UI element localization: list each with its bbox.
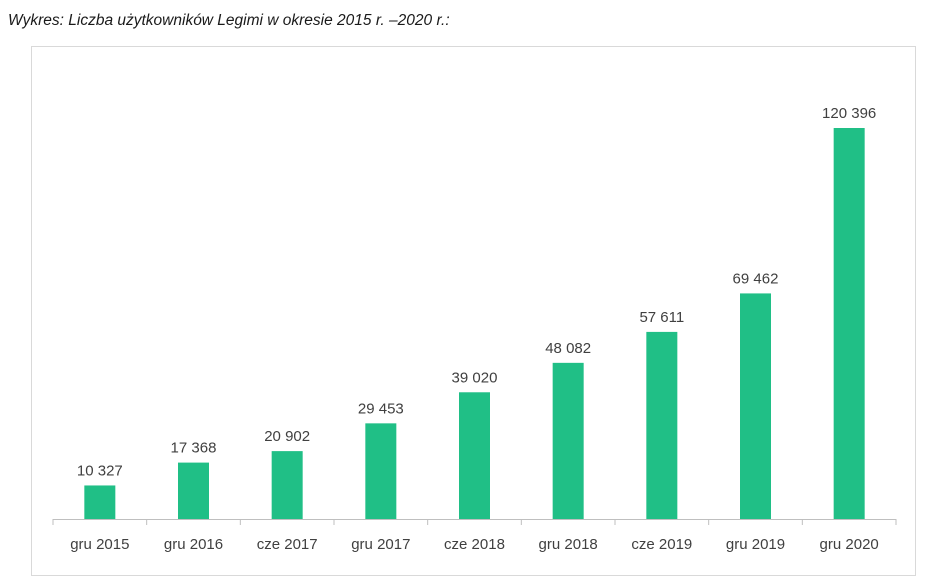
data-label: 48 082 — [545, 340, 591, 357]
x-tick-label: gru 2018 — [539, 536, 598, 553]
bar-cze-2017 — [271, 451, 303, 519]
chart-caption: Wykres: Liczba użytkowników Legimi w okr… — [8, 12, 450, 29]
data-label: 29 453 — [358, 400, 404, 417]
bar-gru-2018 — [552, 362, 584, 519]
data-label: 17 368 — [171, 440, 217, 457]
bar-cze-2018 — [459, 392, 490, 519]
data-label: 69 462 — [733, 270, 779, 287]
bar-gru-2016 — [178, 462, 209, 519]
x-tick-label: gru 2015 — [70, 536, 129, 553]
data-label: 57 611 — [639, 309, 684, 326]
bar-chart: 10 327 17 368 20 902 29 453 39 020 48 082 57 6… — [52, 105, 897, 553]
bar-gru-2020 — [833, 128, 865, 519]
data-label: 39 020 — [452, 369, 498, 386]
bar-gru-2015 — [84, 485, 116, 519]
x-tick-label: cze 2018 — [444, 536, 505, 553]
data-label: 120 396 — [822, 105, 876, 122]
x-tick-label: gru 2016 — [164, 536, 223, 553]
x-tick-label: gru 2019 — [726, 536, 785, 553]
bars-group — [84, 128, 865, 519]
bar-gru-2019 — [740, 293, 771, 519]
data-label: 20 902 — [264, 428, 310, 445]
data-labels-group: 10 327 17 368 20 902 29 453 39 020 48 082 57 6… — [77, 105, 876, 479]
bar-cze-2019 — [646, 331, 678, 519]
x-ticks-group: gru 2015 gru 2016 cze 2017 gru 2017 cze 2018… — [52, 519, 897, 553]
x-tick-label: gru 2017 — [351, 536, 410, 553]
x-tick-label: gru 2020 — [820, 536, 879, 553]
x-tick-label: cze 2017 — [257, 536, 318, 553]
chart-area: 10 327 17 368 20 902 29 453 39 020 48 082 57 6… — [31, 46, 916, 576]
x-tick-label: cze 2019 — [631, 536, 692, 553]
data-label: 10 327 — [77, 462, 123, 479]
bar-gru-2017 — [365, 423, 397, 519]
